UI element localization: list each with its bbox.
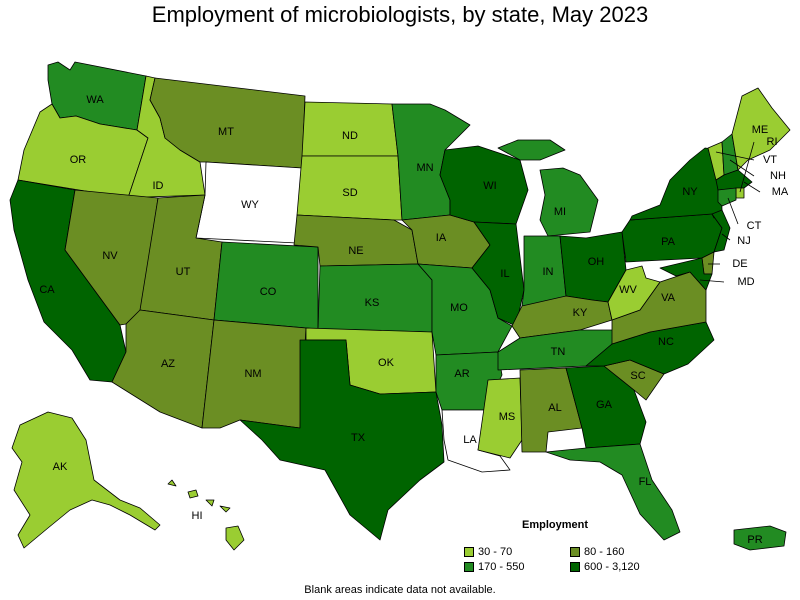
state-label-md: MD — [737, 276, 754, 288]
state-label-ri: RI — [767, 136, 778, 148]
state-label-pa: PA — [661, 236, 676, 248]
state-label-ak: AK — [53, 461, 68, 473]
legend-item-4: 600 - 3,120 — [570, 561, 640, 573]
state-label-nh: NH — [770, 170, 786, 182]
state-label-ca: CA — [39, 284, 55, 296]
state-label-ct: CT — [747, 220, 762, 232]
state-label-ia: IA — [436, 232, 447, 244]
state-label-de: DE — [732, 258, 747, 270]
state-label-ga: GA — [596, 399, 613, 411]
legend-item-3: 170 - 550 — [464, 561, 524, 573]
state-label-ks: KS — [365, 297, 380, 309]
leader-line-ct — [728, 198, 738, 224]
state-label-ar: AR — [454, 368, 469, 380]
state-label-sc: SC — [630, 370, 645, 382]
legend-swatch-1 — [464, 547, 474, 557]
state-label-wv: WV — [619, 284, 637, 296]
legend-label-3: 170 - 550 — [478, 561, 524, 573]
state-label-va: VA — [661, 292, 676, 304]
state-hi — [168, 480, 244, 550]
legend-title: Employment — [522, 519, 588, 531]
state-label-mn: MN — [416, 162, 433, 174]
state-ny — [630, 148, 722, 220]
state-label-nd: ND — [342, 130, 358, 142]
state-label-wa: WA — [86, 94, 104, 106]
state-label-ne: NE — [348, 245, 363, 257]
state-label-ky: KY — [573, 307, 588, 319]
state-label-ma: MA — [772, 186, 789, 198]
state-ak — [12, 412, 160, 548]
state-label-nv: NV — [102, 250, 118, 262]
state-label-mt: MT — [218, 126, 234, 138]
state-label-wy: WY — [241, 199, 259, 211]
legend-item-1: 30 - 70 — [464, 546, 512, 558]
state-label-il: IL — [500, 268, 509, 280]
state-label-me: ME — [752, 124, 769, 136]
state-label-vt: VT — [763, 154, 777, 166]
state-label-sd: SD — [342, 187, 357, 199]
leader-line-ma — [744, 182, 760, 192]
state-label-fl: FL — [639, 476, 652, 488]
legend-swatch-2 — [570, 547, 580, 557]
state-label-co: CO — [260, 286, 277, 298]
state-label-ms: MS — [499, 411, 516, 423]
state-label-ut: UT — [176, 266, 191, 278]
legend-item-2: 80 - 160 — [570, 546, 624, 558]
state-label-wi: WI — [483, 180, 496, 192]
state-label-mi: MI — [554, 206, 566, 218]
state-label-tn: TN — [551, 346, 566, 358]
legend-label-4: 600 - 3,120 — [584, 561, 640, 573]
legend-label-2: 80 - 160 — [584, 546, 624, 558]
state-label-az: AZ — [161, 358, 175, 370]
state-label-hi: HI — [192, 510, 203, 522]
state-label-nc: NC — [658, 336, 674, 348]
state-label-tx: TX — [351, 432, 366, 444]
state-label-ny: NY — [682, 186, 698, 198]
legend-label-1: 30 - 70 — [478, 546, 512, 558]
legend-swatch-3 — [464, 562, 474, 572]
state-label-pr: PR — [747, 534, 762, 546]
footnote: Blank areas indicate data not available. — [0, 584, 800, 596]
state-label-in: IN — [543, 266, 554, 278]
state-label-mo: MO — [450, 302, 468, 314]
state-label-or: OR — [70, 154, 87, 166]
state-label-al: AL — [548, 402, 561, 414]
state-label-nm: NM — [244, 368, 261, 380]
state-label-oh: OH — [588, 256, 605, 268]
state-label-id: ID — [153, 180, 164, 192]
state-label-ok: OK — [378, 357, 395, 369]
state-label-nj: NJ — [737, 235, 750, 247]
state-ct — [718, 188, 736, 206]
legend-swatch-4 — [570, 562, 580, 572]
state-label-la: LA — [463, 434, 477, 446]
state-ri — [736, 188, 744, 198]
